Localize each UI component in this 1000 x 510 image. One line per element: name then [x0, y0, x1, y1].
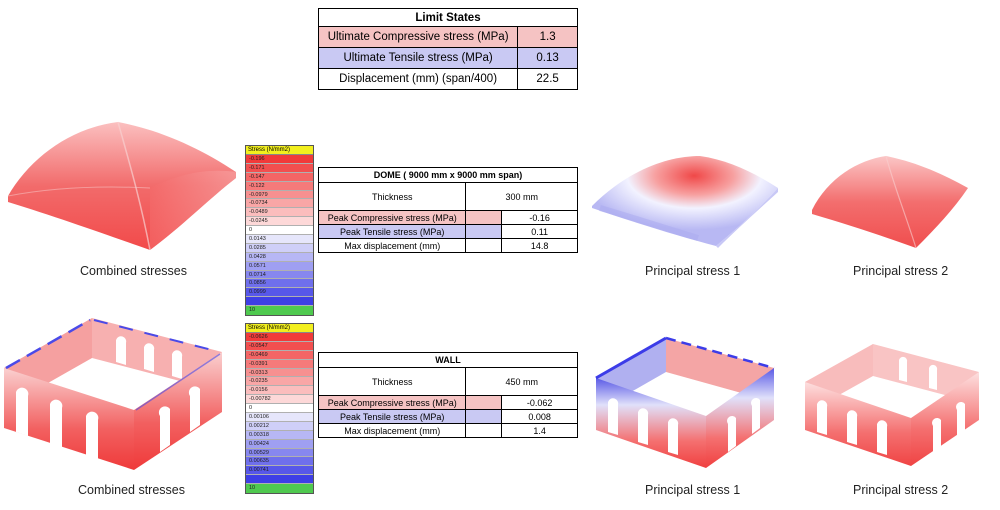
legend-row: 0.0428	[246, 252, 313, 262]
ultimate-compressive-value: 1.3	[517, 26, 578, 48]
table-cell	[465, 238, 503, 253]
displacement-limit-value: 22.5	[517, 68, 578, 90]
legend-row: 10	[246, 484, 313, 494]
dome-thickness-value: 300 mm	[465, 182, 578, 211]
table-row: Peak Compressive stress (MPa) -0.062	[317, 395, 578, 410]
dome-stress-legend: Stress (N/mm2) -0.196 -0.171 -0.147 -0.1…	[245, 145, 314, 317]
legend-row: -0.0489	[246, 208, 313, 218]
dome-peak-tensile-value: 0.11	[501, 224, 578, 239]
legend-row: 0	[246, 404, 313, 414]
dome-principal-1-caption: Principal stress 1	[645, 264, 741, 278]
table-cell	[465, 210, 503, 225]
dome-max-displacement-label: Max displacement (mm)	[317, 238, 467, 253]
wall-principal-stress-2-model	[805, 344, 979, 466]
table-row: Ultimate Compressive stress (MPa) 1.3	[317, 26, 578, 48]
dome-peak-tensile-label: Peak Tensile stress (MPa)	[317, 224, 467, 239]
table-row: Peak Compressive stress (MPa) -0.16	[317, 210, 578, 225]
legend-title: Stress (N/mm2)	[246, 146, 313, 155]
legend-row: 0.00212	[246, 421, 313, 431]
dome-principal-2-caption: Principal stress 2	[853, 264, 949, 278]
legend-row: -0.122	[246, 181, 313, 191]
ultimate-compressive-label: Ultimate Compressive stress (MPa)	[317, 26, 519, 48]
wall-combined-stress-model	[4, 318, 222, 470]
wall-principal-stress-1-model	[595, 336, 775, 468]
legend-row: -0.171	[246, 163, 313, 173]
wall-peak-compressive-label: Peak Compressive stress (MPa)	[317, 395, 467, 410]
legend-row: -0.0626	[246, 333, 313, 342]
table-row: Peak Tensile stress (MPa) 0.008	[317, 409, 578, 424]
legend-row: -0.0235	[246, 377, 313, 387]
legend-row: 0.00424	[246, 439, 313, 449]
wall-max-displacement-label: Max displacement (mm)	[317, 423, 467, 438]
table-cell	[465, 395, 503, 410]
legend-row: -0.147	[246, 172, 313, 182]
dome-results-table: DOME ( 9000 mm x 9000 mm span) Thickness…	[317, 167, 578, 253]
wall-thickness-value: 450 mm	[465, 367, 578, 396]
legend-row: -0.0156	[246, 386, 313, 396]
legend-row: 0.0999	[246, 288, 313, 298]
wall-peak-tensile-value: 0.008	[501, 409, 578, 424]
table-row: Ultimate Tensile stress (MPa) 0.13	[317, 47, 578, 69]
wall-stress-legend: Stress (N/mm2) -0.0626 -0.0547 -0.0469 -…	[245, 323, 314, 495]
table-row: Thickness 300 mm	[317, 182, 578, 211]
dome-combined-stress-model	[7, 121, 236, 251]
table-row: Thickness 450 mm	[317, 367, 578, 396]
table-row: Peak Tensile stress (MPa) 0.11	[317, 224, 578, 239]
legend-row: 0.0856	[246, 279, 313, 289]
legend-row: 0.0714	[246, 270, 313, 280]
wall-thickness-label: Thickness	[317, 367, 467, 396]
legend-row: -0.0313	[246, 368, 313, 378]
table-row: Max displacement (mm) 14.8	[317, 238, 578, 253]
legend-row: 0.0285	[246, 243, 313, 253]
dome-principal-stress-1-model	[592, 156, 778, 248]
table-row: Max displacement (mm) 1.4	[317, 423, 578, 438]
legend-row: -0.0469	[246, 350, 313, 360]
table-cell	[465, 409, 503, 424]
displacement-limit-label: Displacement (mm) (span/400)	[317, 68, 519, 90]
wall-principal-2-caption: Principal stress 2	[853, 483, 949, 497]
legend-row	[246, 297, 313, 307]
legend-title: Stress (N/mm2)	[246, 324, 313, 333]
legend-row: 0.0143	[246, 235, 313, 244]
legend-row: -0.0391	[246, 359, 313, 369]
wall-peak-tensile-label: Peak Tensile stress (MPa)	[317, 409, 467, 424]
legend-row	[246, 475, 313, 485]
legend-row: -0.196	[246, 155, 313, 164]
ultimate-tensile-value: 0.13	[517, 47, 578, 69]
legend-row: 0.00741	[246, 466, 313, 476]
dome-max-displacement-value: 14.8	[501, 238, 578, 253]
legend-row: 10	[246, 306, 313, 316]
legend-row: 0.00529	[246, 448, 313, 458]
legend-row: -0.0734	[246, 199, 313, 209]
table-cell	[465, 224, 503, 239]
wall-principal-1-caption: Principal stress 1	[645, 483, 741, 497]
legend-row: -0.0979	[246, 190, 313, 200]
legend-row: -0.00782	[246, 395, 313, 405]
limit-states-title: Limit States	[318, 8, 578, 27]
legend-row: 0.0571	[246, 261, 313, 271]
dome-principal-stress-2-model	[812, 155, 968, 249]
legend-row: 0.00106	[246, 413, 313, 422]
dome-table-title: DOME ( 9000 mm x 9000 mm span)	[318, 167, 578, 183]
table-cell	[465, 423, 503, 438]
dome-peak-compressive-label: Peak Compressive stress (MPa)	[317, 210, 467, 225]
wall-peak-compressive-value: -0.062	[501, 395, 578, 410]
dome-combined-caption: Combined stresses	[80, 264, 187, 278]
legend-row: 0.00318	[246, 430, 313, 440]
table-row: Displacement (mm) (span/400) 22.5	[317, 68, 578, 90]
legend-row: -0.0245	[246, 217, 313, 227]
wall-table-title: WALL	[318, 352, 578, 368]
ultimate-tensile-label: Ultimate Tensile stress (MPa)	[317, 47, 519, 69]
wall-max-displacement-value: 1.4	[501, 423, 578, 438]
wall-results-table: WALL Thickness 450 mm Peak Compressive s…	[317, 352, 578, 438]
dome-thickness-label: Thickness	[317, 182, 467, 211]
wall-combined-caption: Combined stresses	[78, 483, 185, 497]
legend-row: 0	[246, 226, 313, 236]
dome-peak-compressive-value: -0.16	[501, 210, 578, 225]
legend-row: 0.00635	[246, 457, 313, 467]
legend-row: -0.0547	[246, 341, 313, 351]
limit-states-table: Limit States Ultimate Compressive stress…	[317, 8, 578, 90]
